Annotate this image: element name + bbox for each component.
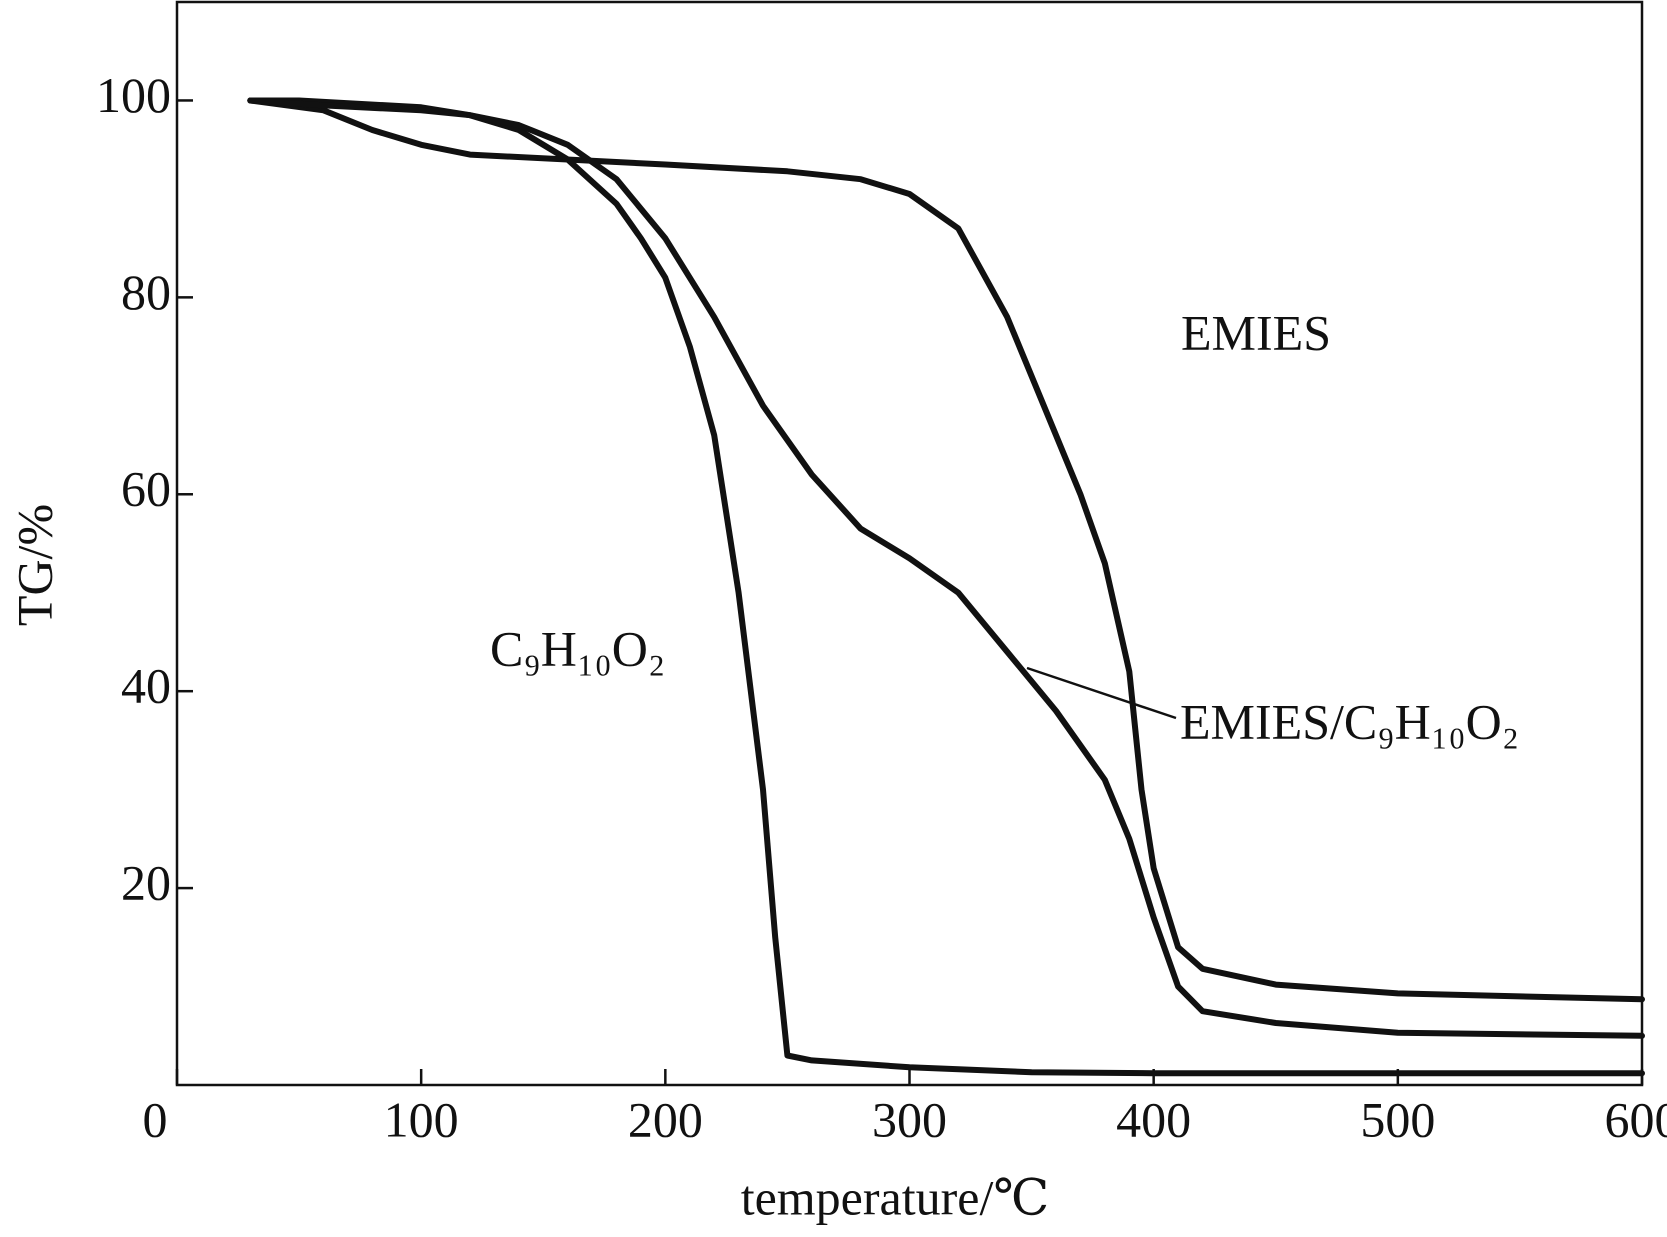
y-tick-label: 100	[96, 67, 171, 123]
x-tick-label: 100	[384, 1091, 459, 1147]
y-tick-label: 40	[121, 658, 171, 714]
x-tick-label: 0	[143, 1091, 168, 1147]
x-tick-label: 300	[872, 1091, 947, 1147]
series-label: EMIES/C₉H₁₀O₂	[1180, 693, 1519, 749]
series-label: C₉H₁₀O₂	[490, 620, 665, 676]
y-tick-label: 80	[121, 264, 171, 320]
plot-frame	[175, 0, 1644, 1087]
x-tick-label: 400	[1116, 1091, 1191, 1147]
line	[247, 97, 1645, 1003]
leader-line	[1026, 666, 1177, 720]
x-tick-label: 600	[1605, 1091, 1667, 1147]
line	[247, 97, 1645, 1039]
series-label: EMIES	[1181, 304, 1331, 360]
x-tick-label: 200	[628, 1091, 703, 1147]
y-axis-label: TG/%	[6, 504, 62, 626]
y-tick-label: 20	[121, 855, 171, 911]
x-axis-label: temperature/℃	[741, 1169, 1050, 1225]
x-tick-label: 500	[1360, 1091, 1435, 1147]
y-tick-label: 60	[121, 461, 171, 517]
